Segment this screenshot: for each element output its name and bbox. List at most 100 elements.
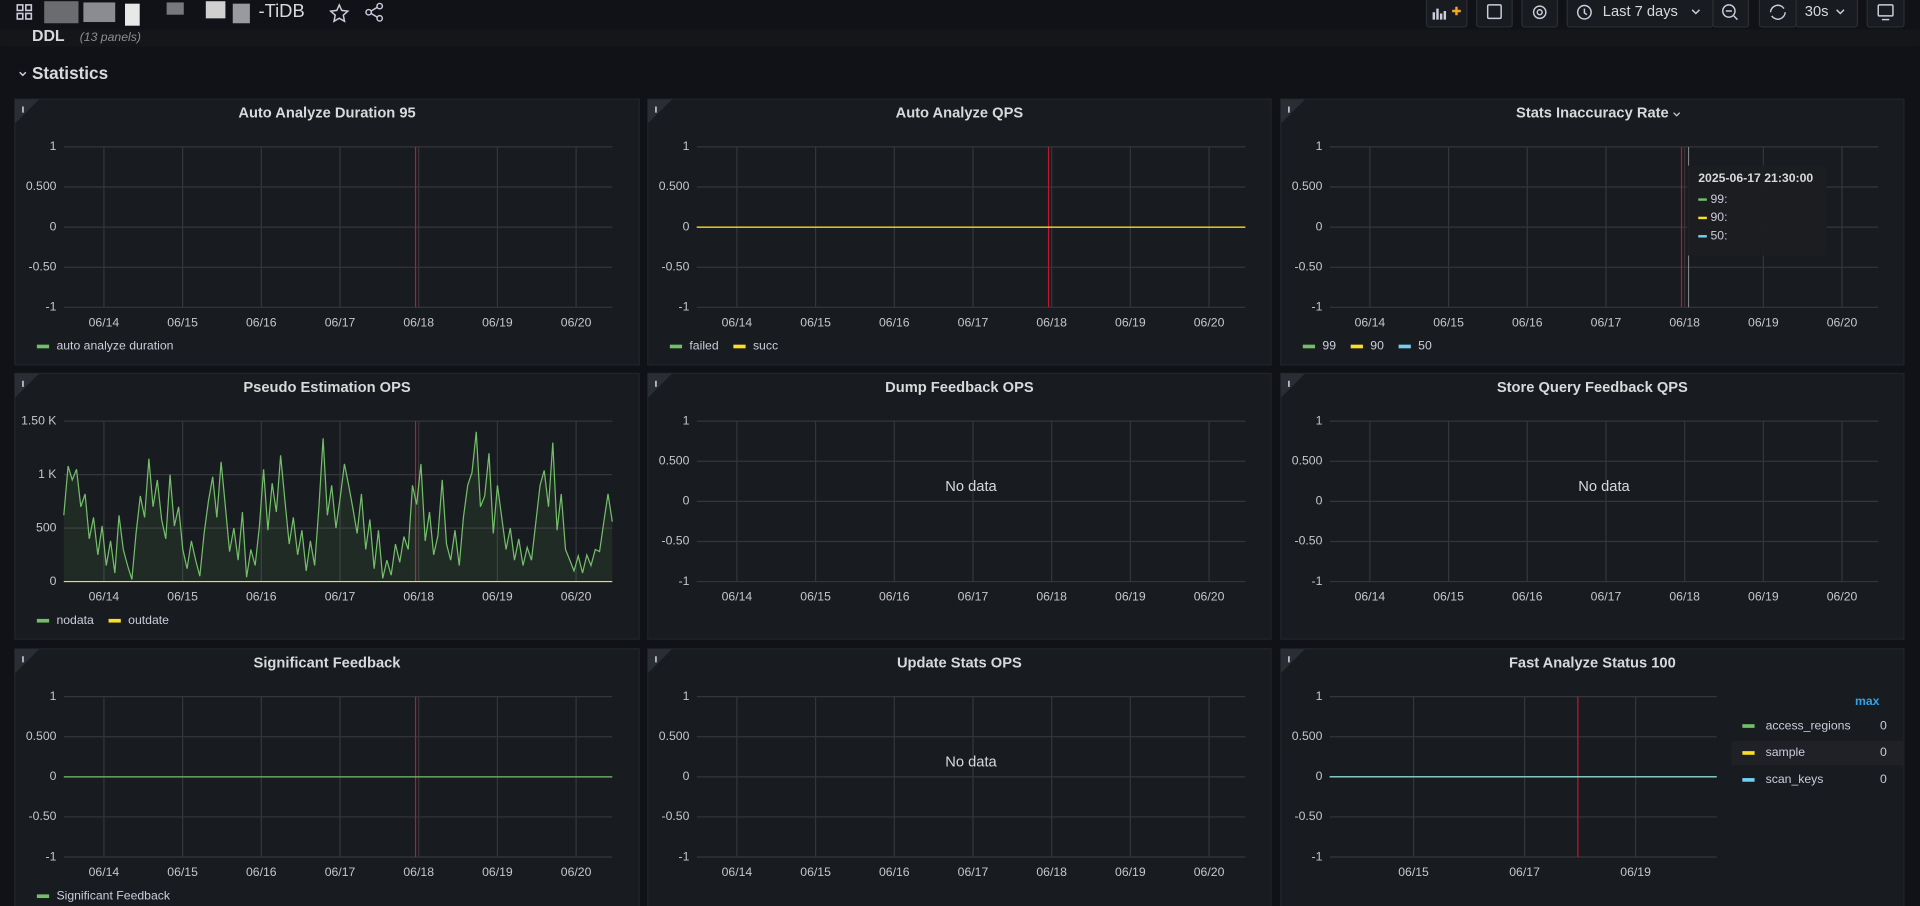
legend-label[interactable]: scan_keys xyxy=(1766,772,1824,786)
x-tick-label: 06/15 xyxy=(1398,865,1429,879)
panel-info-icon xyxy=(22,106,24,113)
legend-label[interactable]: nodata xyxy=(56,613,94,627)
x-tick-label: 06/19 xyxy=(1620,865,1651,879)
row-title[interactable]: DDL xyxy=(32,28,65,45)
x-tick-label: 06/19 xyxy=(482,315,513,329)
legend-label[interactable]: 50 xyxy=(1418,339,1432,353)
panel-title[interactable]: Auto Analyze QPS xyxy=(896,106,1024,122)
panel-info-icon xyxy=(655,380,657,387)
x-tick-label: 06/15 xyxy=(167,315,198,329)
legend-value: 0 xyxy=(1880,718,1887,732)
panel-title[interactable]: Stats Inaccuracy Rate xyxy=(1516,106,1669,122)
x-tick-label: 06/20 xyxy=(561,315,592,329)
panel-title[interactable]: Significant Feedback xyxy=(254,655,402,671)
legend-label[interactable]: sample xyxy=(1766,745,1806,759)
row-title[interactable]: Statistics xyxy=(32,63,108,83)
save-button[interactable] xyxy=(1476,0,1513,28)
star-icon[interactable] xyxy=(328,3,350,23)
legend-label[interactable]: auto analyze duration xyxy=(56,339,173,353)
y-tick-label: 1 xyxy=(50,689,57,703)
refresh-interval-label[interactable]: 30s xyxy=(1805,4,1829,20)
series-area xyxy=(63,431,613,582)
panel-title[interactable]: Store Query Feedback QPS xyxy=(1497,380,1688,396)
y-tick-label: 0 xyxy=(1316,494,1323,508)
y-tick-label: 0 xyxy=(50,769,57,783)
legend-label[interactable]: access_regions xyxy=(1766,718,1851,732)
no-data-message: No data xyxy=(945,755,997,771)
y-tick-label: 0 xyxy=(50,574,57,588)
legend-label[interactable]: Significant Feedback xyxy=(56,888,170,902)
zoom-out-button[interactable] xyxy=(1712,0,1750,28)
panel-title[interactable]: Dump Feedback OPS xyxy=(885,380,1034,396)
legend-label[interactable]: failed xyxy=(689,339,718,353)
panel-title[interactable]: Pseudo Estimation OPS xyxy=(243,380,411,396)
x-tick-label: 06/14 xyxy=(722,865,753,879)
x-tick-label: 06/17 xyxy=(1509,865,1540,879)
panel xyxy=(647,372,1272,640)
row-ddl xyxy=(0,29,1920,47)
dashboard-title[interactable]: -TiDB xyxy=(258,0,304,21)
time-range-label[interactable]: Last 7 days xyxy=(1603,4,1678,20)
legend-label[interactable]: outdate xyxy=(128,613,169,627)
add-panel-button[interactable] xyxy=(1425,0,1468,28)
panel-info-corner xyxy=(1280,648,1306,674)
panel-info-icon xyxy=(1288,380,1290,387)
x-tick-label: 06/19 xyxy=(1748,590,1779,604)
x-tick-label: 06/15 xyxy=(800,865,831,879)
y-tick-label: 0.500 xyxy=(1292,729,1323,743)
legend-label[interactable]: 99 xyxy=(1322,339,1336,353)
legend-row-highlight xyxy=(1731,740,1904,766)
y-tick-label: 0 xyxy=(1316,219,1323,233)
share-icon[interactable] xyxy=(365,2,384,22)
y-tick-label: 0 xyxy=(683,219,690,233)
x-tick-label: 06/19 xyxy=(1115,590,1146,604)
panel-menu-chevron xyxy=(1673,112,1681,117)
panel-title[interactable]: Update Stats OPS xyxy=(897,655,1022,671)
x-tick-label: 06/17 xyxy=(958,315,989,329)
y-tick-label: -0.50 xyxy=(662,809,690,823)
y-tick-label: 0 xyxy=(1316,769,1323,783)
legend-label[interactable]: 90 xyxy=(1370,339,1384,353)
panel-info-corner xyxy=(647,648,673,674)
y-tick-label: -0.50 xyxy=(1295,259,1323,273)
x-tick-label: 06/20 xyxy=(1194,315,1225,329)
apps-icon[interactable] xyxy=(16,4,33,20)
x-tick-label: 06/16 xyxy=(1512,315,1543,329)
x-tick-label: 06/14 xyxy=(1355,590,1386,604)
panel-title[interactable]: Fast Analyze Status 100 xyxy=(1509,655,1676,671)
y-tick-label: 1.50 K xyxy=(21,413,57,427)
x-tick-label: 06/17 xyxy=(958,865,989,879)
x-tick-label: 06/20 xyxy=(1194,590,1225,604)
x-tick-label: 06/17 xyxy=(1591,315,1622,329)
x-tick-label: 06/19 xyxy=(1748,315,1779,329)
x-tick-label: 06/19 xyxy=(1115,865,1146,879)
panel-info-icon xyxy=(655,106,657,113)
panel-info-icon xyxy=(22,656,24,663)
x-tick-label: 06/16 xyxy=(1512,590,1543,604)
y-tick-label: 1 xyxy=(1316,139,1323,153)
refresh-button[interactable] xyxy=(1758,0,1797,28)
y-tick-label: 0 xyxy=(683,494,690,508)
settings-button[interactable] xyxy=(1521,0,1559,28)
y-tick-label: -0.50 xyxy=(1295,534,1323,548)
legend-label[interactable]: succ xyxy=(753,339,778,353)
x-tick-label: 06/20 xyxy=(1827,315,1858,329)
view-mode-button[interactable] xyxy=(1866,0,1905,28)
x-tick-label: 06/15 xyxy=(167,865,198,879)
x-tick-label: 06/16 xyxy=(879,865,910,879)
row-chevron[interactable] xyxy=(19,71,27,77)
y-tick-label: -0.50 xyxy=(1295,809,1323,823)
x-tick-label: 06/18 xyxy=(1036,590,1067,604)
refresh-interval[interactable] xyxy=(1795,0,1859,28)
y-tick-label: 0.500 xyxy=(659,453,690,467)
x-tick-label: 06/15 xyxy=(1433,315,1464,329)
toolbar xyxy=(1425,0,1905,28)
tooltip-item: 50: xyxy=(1711,229,1728,243)
x-tick-label: 06/18 xyxy=(1036,865,1067,879)
panel-title[interactable]: Auto Analyze Duration 95 xyxy=(238,106,415,122)
y-tick-label: -0.50 xyxy=(662,259,690,273)
y-tick-label: 1 xyxy=(1316,689,1323,703)
y-tick-label: -0.50 xyxy=(29,809,57,823)
y-tick-label: -1 xyxy=(679,849,690,863)
